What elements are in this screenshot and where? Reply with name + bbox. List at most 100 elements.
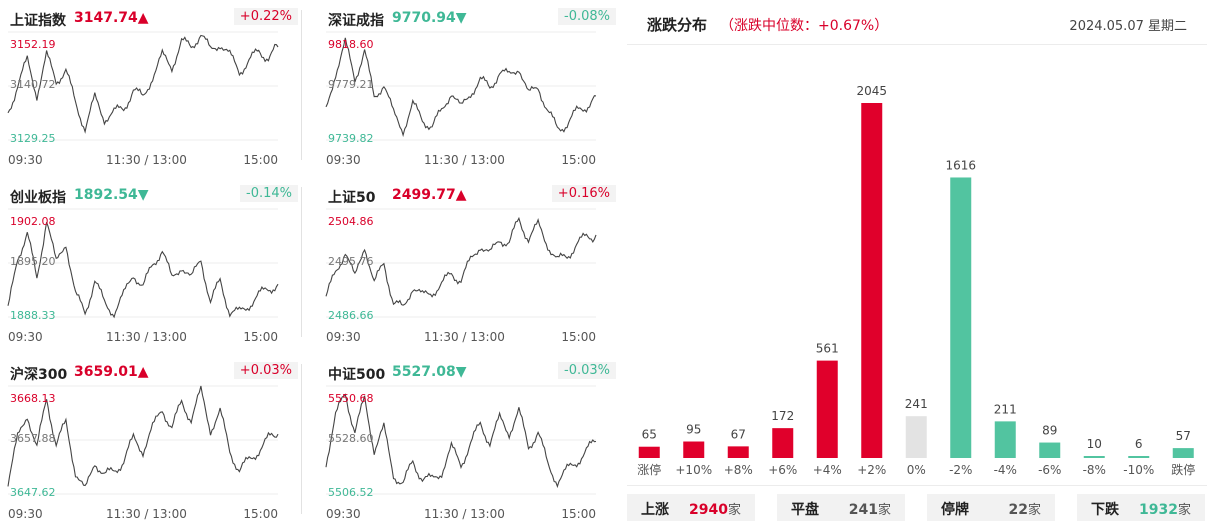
distribution-bar[interactable] xyxy=(1039,442,1061,458)
down-arrow-icon: ▼ xyxy=(137,187,149,203)
down-arrow-icon: ▼ xyxy=(455,10,467,26)
index-price-line xyxy=(325,216,597,306)
bar-category-label: -8% xyxy=(1083,463,1106,477)
x-label-close: 15:00 xyxy=(243,330,278,344)
bar-value-label: 89 xyxy=(1042,424,1057,438)
bar-category-label: -2% xyxy=(949,463,972,477)
index-panel-sz[interactable]: 深证成指 9770.94▼ -0.08% 9818.60 9779.21 9739.82 0… xyxy=(325,8,616,176)
x-label-open: 09:30 xyxy=(326,330,361,344)
index-change-badge: -0.14% xyxy=(240,185,298,202)
summary-flat-label: 平盘 xyxy=(791,502,819,518)
distribution-bar[interactable] xyxy=(1083,456,1105,458)
column-divider xyxy=(301,364,302,514)
axis-divider xyxy=(627,485,1207,486)
index-change-badge: -0.08% xyxy=(558,8,616,25)
distribution-bar[interactable] xyxy=(950,177,972,459)
bar-value-label: 6 xyxy=(1135,437,1143,451)
x-label-midday: 11:30 / 13:00 xyxy=(424,330,505,344)
x-label-open: 09:30 xyxy=(8,153,43,167)
index-intraday-chart xyxy=(7,385,279,495)
distribution-bar[interactable] xyxy=(772,428,794,458)
distribution-bar[interactable] xyxy=(994,421,1016,458)
distribution-bar[interactable] xyxy=(638,446,660,458)
distribution-bar[interactable] xyxy=(683,441,705,458)
summary-suspended: 停牌 22家 xyxy=(927,494,1055,521)
index-mid-label: 1895.20 xyxy=(10,255,56,268)
up-arrow-icon: ▲ xyxy=(137,364,149,380)
x-label-close: 15:00 xyxy=(561,153,596,167)
bar-value-label: 561 xyxy=(816,342,839,356)
bar-category-label: -4% xyxy=(994,463,1017,477)
bar-value-label: 57 xyxy=(1176,429,1191,443)
bar-category-label: 涨停 xyxy=(637,462,661,477)
index-change-badge: -0.03% xyxy=(558,362,616,379)
distribution-bar[interactable] xyxy=(905,416,927,458)
index-high-label: 3668.13 xyxy=(10,392,56,405)
summary-rise-value: 2940家 xyxy=(689,502,741,518)
summary-fall-label: 下跌 xyxy=(1091,502,1119,518)
distribution-bar-chart: 65 涨停 95 +10% 67 +8% 172 +6% 561 +4% 2045 +2% 241 0% 1… xyxy=(637,84,1195,477)
index-mid-label: 3140.72 xyxy=(10,78,56,91)
distribution-bar[interactable] xyxy=(727,446,749,458)
distribution-bar[interactable] xyxy=(1128,456,1150,458)
x-label-open: 09:30 xyxy=(326,153,361,167)
bar-category-label: +2% xyxy=(857,463,886,477)
bar-category-label: +10% xyxy=(675,463,712,477)
index-panel-zz500[interactable]: 中证500 5527.08▼ -0.03% 5550.68 5528.60 5506.52… xyxy=(325,362,616,530)
index-high-label: 3152.19 xyxy=(10,38,56,51)
bar-category-label: +8% xyxy=(724,463,753,477)
x-label-open: 09:30 xyxy=(8,507,43,521)
index-price-line xyxy=(325,37,597,138)
x-label-open: 09:30 xyxy=(326,507,361,521)
distribution-bar[interactable] xyxy=(1172,448,1194,458)
index-intraday-chart xyxy=(325,31,597,141)
index-change-badge: +0.16% xyxy=(551,185,616,202)
bar-category-label: +6% xyxy=(768,463,797,477)
bar-category-label: +4% xyxy=(813,463,842,477)
summary-fall: 下跌 1932家 xyxy=(1077,494,1205,521)
index-name: 上证指数 xyxy=(10,13,66,29)
index-panel-sh[interactable]: 上证指数 3147.74▲ +0.22% 3152.19 3140.72 3129.25 0… xyxy=(7,8,298,176)
down-arrow-icon: ▼ xyxy=(455,364,467,380)
index-panel-sz50[interactable]: 上证50 2499.77▲ +0.16% 2504.86 2495.76 2486.66 0… xyxy=(325,185,616,353)
bar-category-label: -10% xyxy=(1123,463,1154,477)
index-value: 5527.08▼ xyxy=(392,364,467,380)
index-panel-cyb[interactable]: 创业板指 1892.54▼ -0.14% 1902.08 1895.20 1888.33 0… xyxy=(7,185,298,353)
bar-category-label: 跌停 xyxy=(1171,462,1195,477)
index-low-label: 5506.52 xyxy=(328,486,374,499)
index-panel-hs300[interactable]: 沪深300 3659.01▲ +0.03% 3668.13 3657.88 3647.62… xyxy=(7,362,298,530)
index-low-label: 3647.62 xyxy=(10,486,56,499)
index-name: 沪深300 xyxy=(10,367,68,383)
x-label-midday: 11:30 / 13:00 xyxy=(106,507,187,521)
index-intraday-chart xyxy=(7,31,279,141)
index-intraday-chart xyxy=(7,208,279,319)
index-price-line xyxy=(7,385,279,487)
title-divider xyxy=(627,44,1207,45)
index-value: 2499.77▲ xyxy=(392,187,467,203)
index-header: 深证成指 9770.94▼ -0.08% xyxy=(326,8,616,30)
index-header: 中证500 5527.08▼ -0.03% xyxy=(326,362,616,384)
index-low-label: 9739.82 xyxy=(328,132,374,145)
x-label-midday: 11:30 / 13:00 xyxy=(424,153,505,167)
summary-flat-value: 241家 xyxy=(848,502,891,518)
index-header: 上证指数 3147.74▲ +0.22% xyxy=(8,8,298,30)
bar-value-label: 1616 xyxy=(945,158,976,172)
index-high-label: 5550.68 xyxy=(328,392,374,405)
bar-category-label: 0% xyxy=(907,463,926,477)
distribution-bar[interactable] xyxy=(816,360,838,458)
index-change-badge: +0.22% xyxy=(233,8,298,25)
up-arrow-icon: ▲ xyxy=(137,10,149,26)
x-label-close: 15:00 xyxy=(243,153,278,167)
index-change-badge: +0.03% xyxy=(233,362,298,379)
summary-rise-label: 上涨 xyxy=(641,502,669,518)
column-divider xyxy=(301,187,302,337)
index-value: 3659.01▲ xyxy=(74,364,149,380)
index-name: 深证成指 xyxy=(328,13,384,29)
index-header: 上证50 2499.77▲ +0.16% xyxy=(326,185,616,207)
distribution-bar[interactable] xyxy=(861,103,883,458)
index-low-label: 2486.66 xyxy=(328,309,374,322)
index-intraday-chart xyxy=(325,208,597,318)
bar-value-label: 211 xyxy=(994,402,1017,416)
index-value: 9770.94▼ xyxy=(392,10,467,26)
bar-value-label: 65 xyxy=(642,428,657,442)
